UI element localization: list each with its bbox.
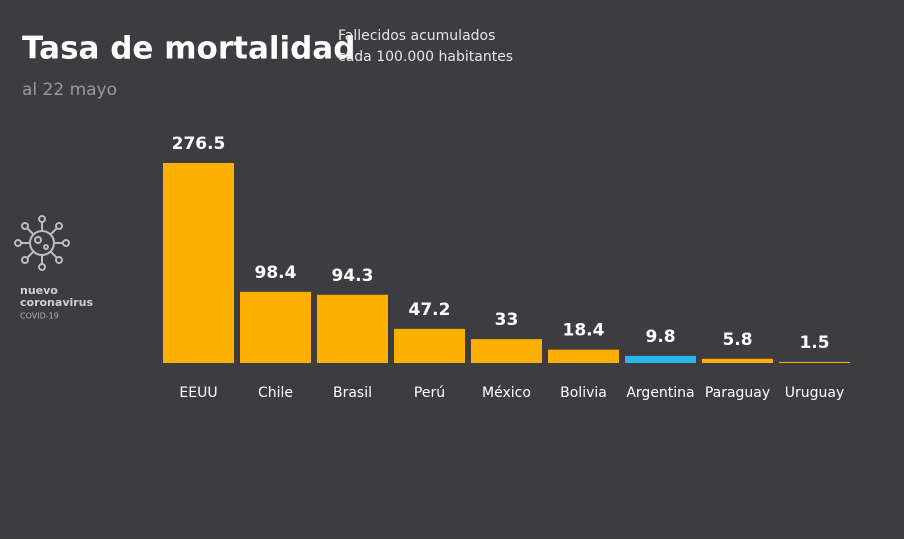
bar [625, 355, 696, 363]
value-label: 1.5 [799, 333, 829, 353]
x-tick-label: Perú [414, 385, 445, 401]
bar [779, 361, 850, 363]
chart-subtitle: cada 100.000 habitantes [338, 49, 513, 65]
value-label: 5.8 [722, 330, 752, 350]
bar [317, 294, 388, 363]
chart-date: al 22 mayo [22, 80, 117, 100]
value-label: 18.4 [563, 321, 605, 341]
value-label: 94.3 [332, 266, 374, 286]
bar [548, 349, 619, 363]
x-tick-label: Brasil [333, 385, 372, 401]
x-tick-label: Paraguay [705, 385, 770, 401]
bar [240, 291, 311, 363]
value-label: 47.2 [409, 300, 451, 320]
virus-icon [14, 215, 70, 271]
x-tick-label: Uruguay [785, 385, 845, 401]
x-tick-label: Bolivia [560, 385, 607, 401]
x-tick-label: Chile [258, 385, 293, 401]
chart-title: Tasa de mortalidad [22, 31, 355, 67]
bar [702, 358, 773, 363]
chart-subtitle: Fallecidos acumulados [338, 28, 495, 44]
logo-text: nuevo [20, 284, 58, 297]
logo-text: COVID-19 [20, 312, 59, 321]
bar [471, 339, 542, 363]
x-tick-label: Argentina [626, 385, 694, 401]
logo-text: coronavirus [20, 296, 94, 309]
value-label: 98.4 [255, 263, 297, 283]
value-label: 33 [495, 310, 519, 330]
value-label: 276.5 [172, 134, 226, 154]
bar [394, 328, 465, 363]
value-label: 9.8 [645, 327, 675, 347]
x-tick-label: México [482, 385, 531, 401]
x-tick-label: EEUU [179, 385, 217, 401]
bar [163, 163, 234, 363]
